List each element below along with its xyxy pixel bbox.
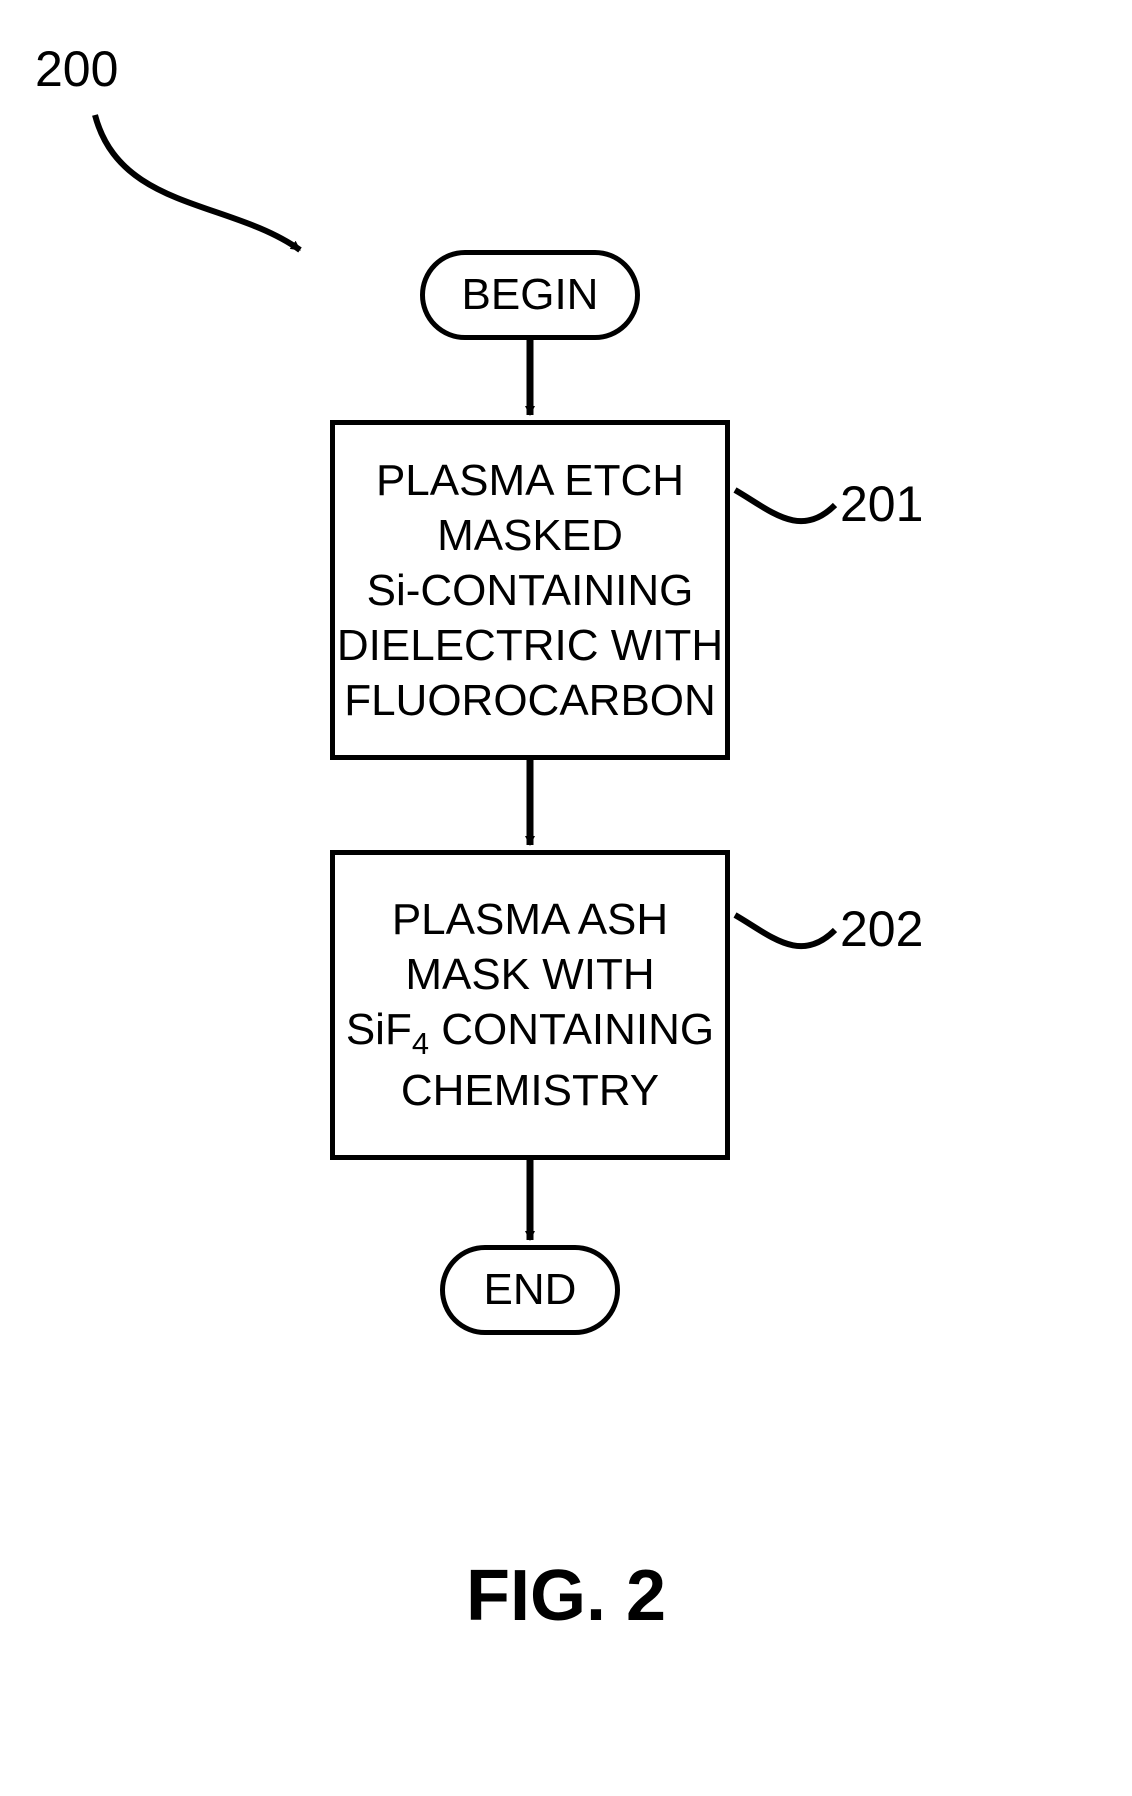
process-step-1: PLASMA ETCH MASKED Si-CONTAINING DIELECT… (330, 420, 730, 760)
leader-200 (95, 115, 300, 250)
step1-line1: PLASMA ETCH (376, 453, 684, 508)
figure-caption: FIG. 2 (0, 1555, 1132, 1637)
step2-line3: SiF4 CONTAINING (346, 1002, 714, 1063)
step1-line2: MASKED (437, 508, 623, 563)
step2-line3b: CONTAINING (429, 1005, 714, 1054)
ref-label-main: 200 (35, 40, 118, 98)
step2-line1: PLASMA ASH (392, 892, 668, 947)
terminator-end: END (440, 1245, 620, 1335)
terminator-begin: BEGIN (420, 250, 640, 340)
terminator-begin-label: BEGIN (462, 270, 599, 320)
figure-canvas: 200 BEGIN PLASMA ETCH MASKED Si-CONTAINI… (0, 0, 1132, 1796)
step1-line5: FLUOROCARBON (344, 673, 716, 728)
ref-label-step2: 202 (840, 900, 923, 958)
step1-line3: Si-CONTAINING (367, 563, 694, 618)
step2-line3a: SiF (346, 1005, 412, 1054)
step1-line4: DIELECTRIC WITH (337, 618, 723, 673)
step2-line2: MASK WITH (405, 947, 654, 1002)
terminator-end-label: END (484, 1265, 577, 1315)
process-step-2: PLASMA ASH MASK WITH SiF4 CONTAINING CHE… (330, 850, 730, 1160)
ref-label-step1: 201 (840, 475, 923, 533)
leader-202 (735, 915, 835, 946)
leader-201 (735, 490, 835, 521)
step2-line3sub: 4 (412, 1026, 429, 1061)
step2-line4: CHEMISTRY (401, 1063, 659, 1118)
